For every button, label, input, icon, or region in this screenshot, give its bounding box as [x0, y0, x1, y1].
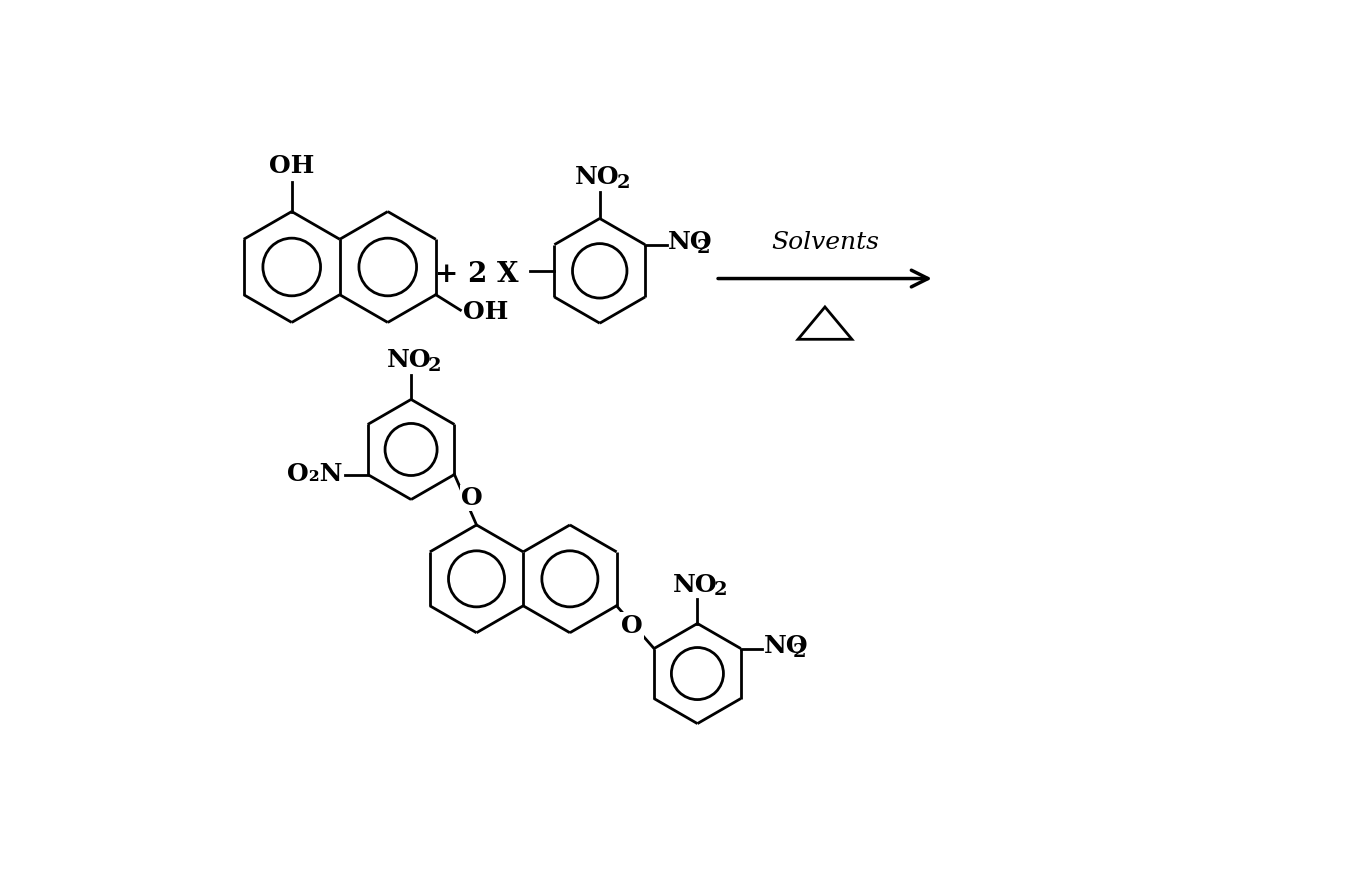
Text: O₂N: O₂N: [287, 462, 342, 486]
Text: OH: OH: [269, 153, 315, 178]
Text: 2: 2: [696, 239, 710, 257]
Text: NO: NO: [673, 572, 718, 597]
Text: NO: NO: [668, 230, 713, 254]
Text: NO: NO: [764, 634, 808, 658]
Text: Solvents: Solvents: [771, 231, 879, 254]
Text: O: O: [622, 613, 644, 638]
Text: NO: NO: [387, 348, 431, 373]
Text: 2: 2: [714, 581, 727, 599]
Text: OH: OH: [464, 300, 508, 324]
Text: 2: 2: [617, 173, 630, 192]
Text: 2: 2: [792, 643, 806, 660]
Text: 2: 2: [427, 357, 441, 375]
Text: NO: NO: [575, 165, 619, 189]
Text: + 2 X: + 2 X: [435, 261, 518, 288]
Text: O: O: [461, 486, 483, 510]
